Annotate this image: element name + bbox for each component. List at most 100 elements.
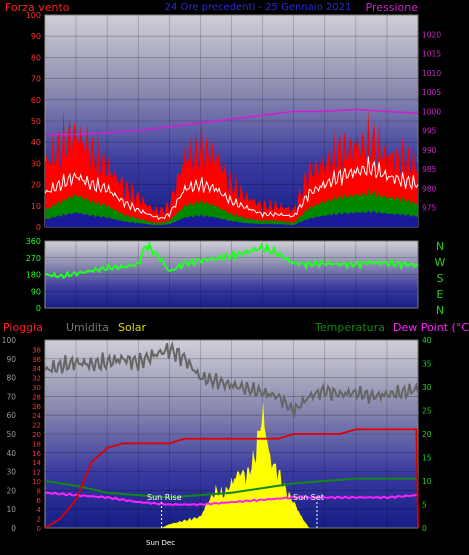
wind-x-tick-label: 16 <box>289 230 299 239</box>
axis-layer: 0102030405060708090100975980985990995100… <box>2 11 442 544</box>
humidity-y-tick-label: 100 <box>2 336 17 345</box>
wind-y-tick-label: 50 <box>31 117 41 126</box>
rain-x-tick-label: 10 <box>195 535 205 544</box>
rain-x-tick-label: 12 <box>226 535 236 544</box>
direction-letter-s: S <box>437 272 444 285</box>
pressure-y-tick-label: 1010 <box>422 69 441 78</box>
wind-gust-area <box>45 108 418 227</box>
rain-x-tick-label: 00 <box>413 535 423 544</box>
rain-y-tick-label: 28 <box>32 393 41 401</box>
rain-y-tick-label: 0 <box>37 525 41 533</box>
rain-line <box>44 428 419 529</box>
humidity-y-tick-label: 70 <box>6 392 16 401</box>
rain-y-tick-label: 24 <box>32 412 41 420</box>
wind-y-tick-label: 40 <box>31 138 41 147</box>
wind-x-tick-label: 14 <box>257 230 267 239</box>
rain-y-tick-label: 34 <box>32 365 41 373</box>
humidity-y-tick-label: 90 <box>6 355 16 364</box>
temperature-y-tick-label: 35 <box>422 360 432 369</box>
temperature-y-tick-label: 40 <box>422 336 432 345</box>
sun-set-label: Sun Set <box>293 493 324 502</box>
wind-x-tick-label: 06 <box>133 230 143 239</box>
wind-x-tick-label: 04 <box>102 230 112 239</box>
wind-x-tick-label: 12 <box>226 230 236 239</box>
rain-y-tick-label: 26 <box>32 403 41 411</box>
rain-y-tick-label: 2 <box>37 516 41 524</box>
chart-title: 24 Ore precedenti - 25 Gennaio 2021 <box>165 2 352 13</box>
pressure-y-tick-label: 1015 <box>422 50 441 59</box>
rain-y-tick-label: 14 <box>32 459 41 467</box>
wind-y-tick-label: 0 <box>36 223 41 232</box>
wind-y-tick-label: 90 <box>31 32 41 41</box>
rain-y-tick-label: 16 <box>32 450 41 458</box>
wind-y-tick-label: 30 <box>31 159 41 168</box>
rain-y-tick-label: 10 <box>32 478 41 486</box>
humidity-y-tick-label: 20 <box>6 486 16 495</box>
temperature-label: Temperatura <box>314 321 385 334</box>
solar-label: Solar <box>118 321 147 334</box>
pressure-y-tick-label: 975 <box>422 204 437 213</box>
humidity-line <box>44 340 419 418</box>
temperature-y-tick-label: 5 <box>422 501 427 510</box>
wind-x-tick-label: 00 <box>413 230 423 239</box>
humidity-y-tick-label: 0 <box>11 524 16 533</box>
temperature-y-tick-label: 0 <box>422 524 427 533</box>
humidity-y-tick-label: 60 <box>6 411 16 420</box>
direction-letter-e: E <box>437 288 444 301</box>
temperature-y-tick-label: 30 <box>422 383 432 392</box>
rain-label: Pioggia <box>3 321 43 334</box>
temperature-y-tick-label: 15 <box>422 454 432 463</box>
wind-direction-line <box>44 240 419 280</box>
direction-letter-w: W <box>435 256 446 269</box>
dewpoint-label: Dew Point (°C) <box>393 321 469 334</box>
sun-rise-label: Sun Rise <box>147 493 182 502</box>
rain-y-tick-label: 6 <box>37 497 42 505</box>
rain-x-tick-label: 18 <box>320 535 330 544</box>
pressure-y-tick-label: 1000 <box>422 107 441 116</box>
direction-y-tick-label: 360 <box>26 237 41 246</box>
pressure-y-tick-label: 990 <box>422 146 437 155</box>
rain-x-tick-label: 14 <box>257 535 267 544</box>
series-layer <box>44 108 419 529</box>
rain-y-tick-label: 22 <box>32 422 41 430</box>
wind-y-tick-label: 60 <box>31 96 41 105</box>
pressure-y-tick-label: 985 <box>422 165 437 174</box>
wind-x-tick-label: 20 <box>351 230 361 239</box>
dewpoint-line <box>44 491 419 507</box>
direction-letter-n2: N <box>436 304 444 317</box>
direction-y-tick-label: 90 <box>31 287 41 296</box>
pressure-y-tick-label: 995 <box>422 127 437 136</box>
humidity-y-tick-label: 30 <box>6 468 16 477</box>
direction-y-tick-label: 270 <box>26 254 41 263</box>
direction-y-tick-label: 180 <box>26 271 41 280</box>
rain-y-tick-label: 30 <box>32 384 41 392</box>
rain-x-tick-label: 16 <box>289 535 299 544</box>
temperature-line <box>44 477 418 499</box>
wind-y-tick-label: 20 <box>31 181 41 190</box>
direction-y-tick-label: 0 <box>36 304 41 313</box>
humidity-y-tick-label: 80 <box>6 374 16 383</box>
humidity-y-tick-label: 10 <box>6 505 16 514</box>
wind-label: Forza vento <box>5 1 70 14</box>
wind-x-tick-label: 08 <box>164 230 174 239</box>
wind-y-tick-label: 100 <box>26 11 41 20</box>
rain-x-tick-label: 20 <box>351 535 361 544</box>
rain-y-tick-label: 36 <box>32 356 41 364</box>
wind-average-line <box>44 156 419 220</box>
rain-y-tick-label: 32 <box>32 375 41 383</box>
sun-dec-label: Sun Dec <box>146 539 175 547</box>
rain-y-tick-label: 18 <box>32 440 41 448</box>
rain-y-tick-label: 38 <box>32 346 41 354</box>
wind-calm-area <box>45 209 418 227</box>
rain-y-tick-label: 4 <box>37 506 42 514</box>
rain-y-tick-label: 8 <box>37 487 41 495</box>
pressure-y-tick-label: 1020 <box>422 30 441 39</box>
pressure-label: Pressione <box>366 1 419 14</box>
humidity-y-tick-label: 50 <box>6 430 16 439</box>
wind-x-tick-label: 22 <box>382 230 392 239</box>
temperature-y-tick-label: 20 <box>422 430 432 439</box>
temperature-y-tick-label: 10 <box>422 477 432 486</box>
pressure-y-tick-label: 980 <box>422 184 437 193</box>
humidity-y-tick-label: 40 <box>6 449 16 458</box>
